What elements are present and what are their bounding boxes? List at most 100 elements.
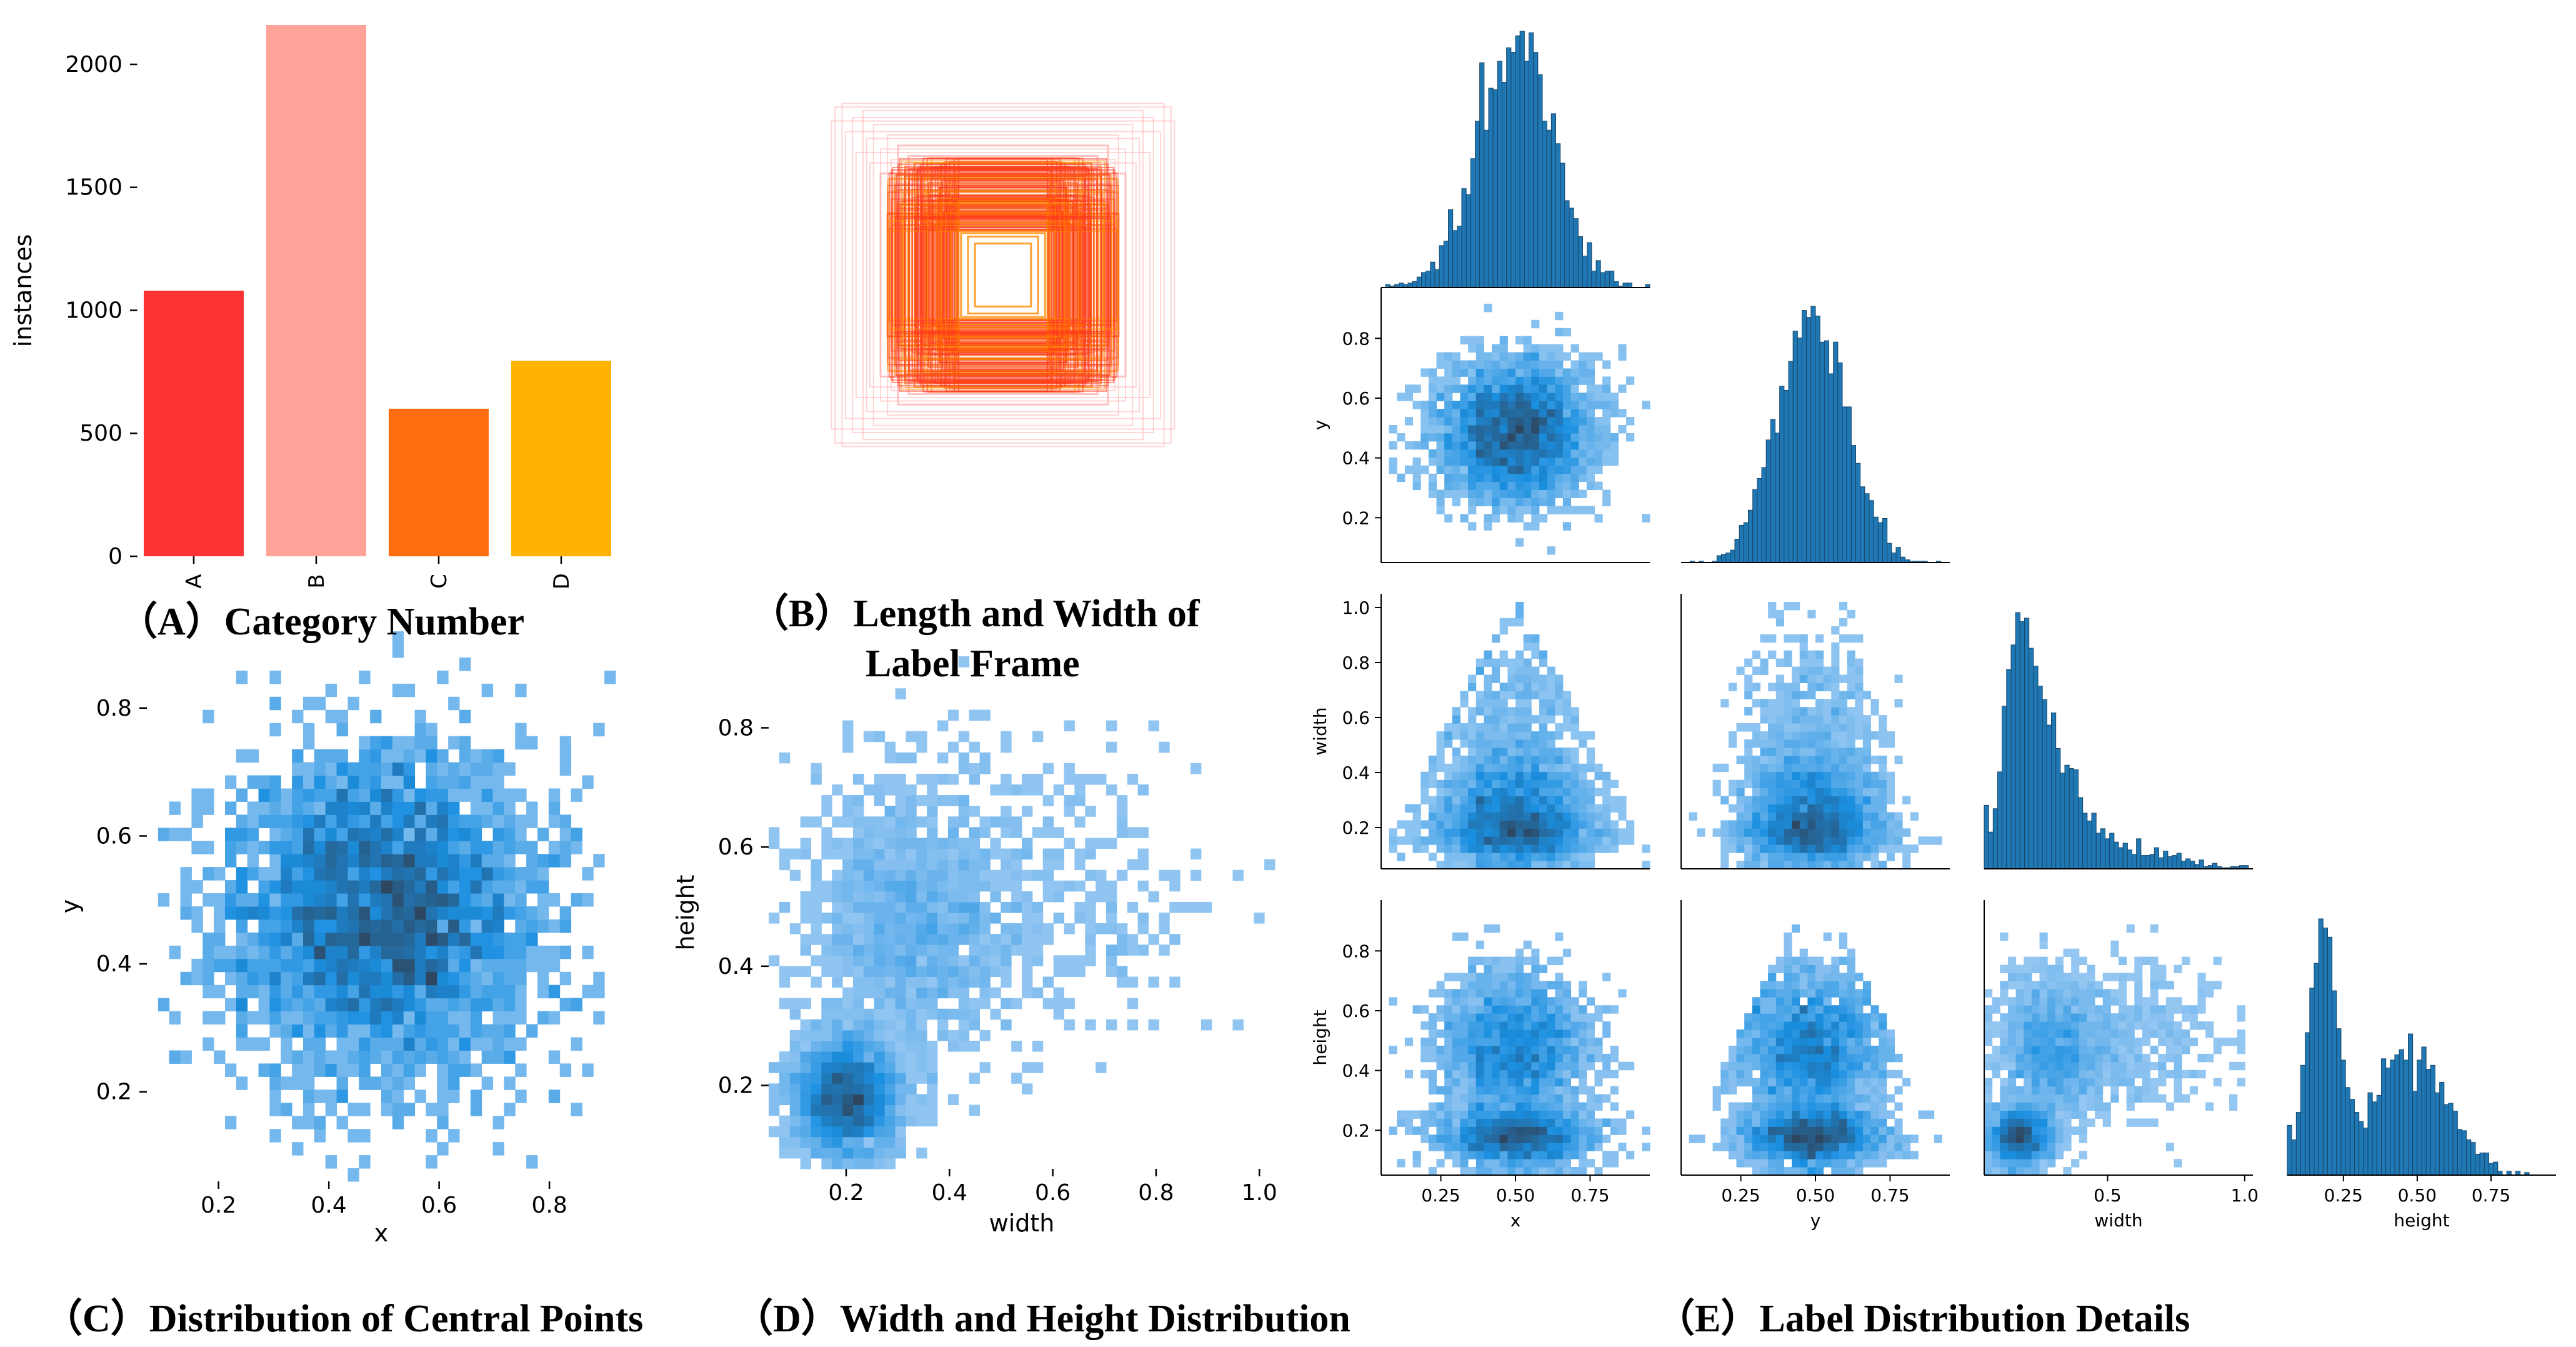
heat-cell — [492, 749, 504, 763]
heat-cell — [1823, 828, 1832, 837]
heat-cell — [414, 984, 426, 999]
heat-cell — [832, 1051, 843, 1063]
heat-cell — [1032, 923, 1044, 934]
hist-bar — [1430, 261, 1435, 288]
heat-cell — [842, 816, 854, 828]
heat-cell — [1523, 376, 1532, 385]
heat-cell — [1752, 828, 1760, 837]
heat-cell — [1452, 1086, 1460, 1095]
heat-cell — [2000, 981, 2009, 989]
heat-cell — [1444, 973, 1453, 981]
heat-cell — [403, 958, 416, 973]
heat-cell — [526, 867, 538, 881]
heat-cell — [895, 934, 906, 945]
heat-cell — [1452, 433, 1460, 442]
heat-cell — [1428, 1038, 1437, 1046]
heat-cell — [1562, 804, 1572, 813]
heat-cell — [1744, 674, 1753, 683]
heat-cell — [979, 763, 991, 774]
heat-cell — [392, 788, 404, 802]
heat-cell — [1539, 473, 1548, 483]
heat-cell — [1531, 1029, 1540, 1038]
heat-cell — [842, 880, 854, 892]
heat-cell — [1499, 731, 1508, 740]
heat-cell — [2007, 1005, 2017, 1014]
heat-cell — [1428, 812, 1437, 821]
heat-cell — [1452, 1021, 1460, 1030]
heat-cell — [370, 1011, 382, 1025]
heat-cell — [1475, 481, 1484, 491]
heat-cell — [2000, 1134, 2009, 1143]
heat-cell — [1460, 788, 1469, 797]
heat-cell — [1570, 828, 1579, 837]
heat-cell — [1523, 997, 1532, 1006]
heat-cell — [832, 934, 843, 945]
heat-cell — [258, 919, 270, 933]
heat-cell — [1492, 1021, 1500, 1030]
heat-cell — [470, 814, 482, 828]
heat-cell — [1594, 352, 1603, 361]
heat-cell — [392, 880, 404, 894]
heat-cell — [1499, 1094, 1508, 1103]
heat-cell — [325, 854, 337, 868]
heat-cell — [1484, 352, 1492, 361]
heat-cell — [2031, 1159, 2040, 1168]
heat-cell — [1831, 731, 1840, 740]
heat-cell — [470, 1063, 482, 1077]
heat-cell — [2015, 989, 2024, 998]
heat-cell — [1499, 1118, 1508, 1127]
heat-cell — [1839, 1102, 1848, 1111]
heat-cell — [392, 867, 404, 881]
heat-cell — [1760, 1038, 1769, 1046]
heat-cell — [884, 966, 896, 977]
heat-cell — [1539, 1013, 1548, 1022]
heat-cell — [1594, 457, 1603, 466]
heat-cell — [927, 848, 938, 860]
heat-cell — [979, 966, 991, 977]
heat-cell — [1507, 376, 1516, 385]
hist-bar — [2002, 706, 2007, 869]
heat-cell — [1768, 1045, 1777, 1054]
heat-cell — [1570, 360, 1579, 369]
heat-cell — [769, 827, 780, 838]
heat-cell — [347, 1024, 359, 1038]
heat-cell — [1792, 1061, 1800, 1071]
heat-cell — [1823, 1094, 1832, 1103]
heat-cell — [336, 841, 348, 854]
x-tick-label: 0.2 — [828, 1180, 864, 1206]
heat-cell — [426, 919, 437, 933]
heat-cell — [314, 932, 326, 946]
heat-cell — [1001, 934, 1012, 945]
heat-cell — [1116, 869, 1128, 881]
heat-cell — [1784, 747, 1792, 756]
heat-cell — [1562, 981, 1572, 989]
heat-cell — [1148, 1019, 1159, 1031]
heat-cell — [1555, 932, 1564, 941]
heat-cell — [1894, 1102, 1903, 1111]
heat-cell — [1736, 1069, 1745, 1079]
heat-cell — [1539, 861, 1548, 869]
heat-cell — [1784, 1005, 1792, 1014]
heat-cell — [347, 1011, 359, 1025]
heat-cell — [1744, 1029, 1753, 1038]
heat-cell — [1555, 820, 1564, 829]
heat-cell — [789, 966, 801, 977]
pair-cell-width-y — [1680, 594, 1950, 869]
heat-cell — [1579, 1029, 1587, 1038]
heat-cell — [1736, 1159, 1745, 1168]
heat-cell — [1815, 1005, 1824, 1014]
heat-cell — [1586, 1110, 1595, 1119]
heat-cell — [1879, 763, 1887, 773]
heat-cell — [979, 987, 991, 999]
heat-cell — [1792, 973, 1800, 981]
hist-bar — [1873, 516, 1879, 563]
heat-cell — [906, 944, 917, 956]
heat-cell — [1823, 1029, 1832, 1038]
heat-cell — [1760, 1102, 1769, 1111]
heat-cell — [1768, 796, 1777, 804]
heat-cell — [990, 913, 1001, 924]
heat-cell — [1042, 891, 1054, 903]
heat-cell — [1815, 989, 1824, 998]
heat-cell — [863, 1051, 875, 1063]
heat-cell — [2000, 1021, 2009, 1030]
